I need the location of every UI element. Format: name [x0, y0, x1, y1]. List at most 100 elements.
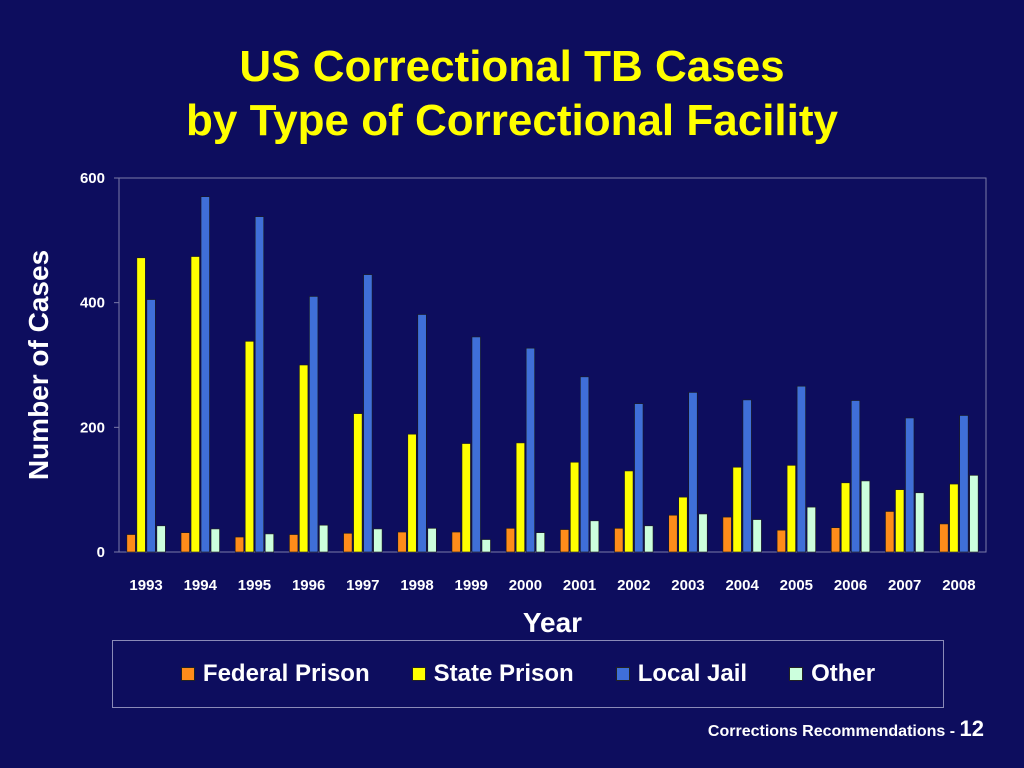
bar-state-prison-2007 [895, 489, 905, 553]
title-line-1: US Correctional TB Cases [239, 42, 785, 91]
legend-item-local-jail: Local Jail [615, 660, 747, 688]
x-tick-label: 1994 [184, 577, 218, 594]
bar-federal-prison-1996 [289, 534, 299, 553]
page-number: 12 [959, 716, 984, 741]
x-tick-label: 2000 [509, 577, 542, 594]
bar-federal-prison-2000 [505, 528, 515, 553]
x-tick-label: 2007 [888, 577, 921, 594]
bar-state-prison-1996 [299, 364, 309, 553]
bar-federal-prison-1998 [397, 531, 407, 553]
plot-area [118, 177, 987, 553]
x-tick-label: 2008 [942, 577, 975, 594]
bar-state-prison-2006 [840, 482, 851, 553]
bar-other-2004 [752, 519, 762, 553]
legend-swatch-federal-prison [180, 667, 195, 681]
y-axis-title: Number of Cases [23, 250, 54, 480]
slide-title: US Correctional TB Cases by Type of Corr… [0, 40, 1024, 148]
x-tick-label: 2006 [834, 577, 867, 594]
x-tick-label: 1997 [346, 577, 379, 594]
x-tick-label: 1999 [455, 577, 488, 594]
title-line-2: by Type of Correctional Facility [186, 96, 838, 145]
bar-federal-prison-1999 [451, 531, 461, 553]
bar-local-jail-2002 [634, 403, 644, 553]
bar-federal-prison-1995 [234, 536, 245, 553]
x-axis-title: Year [523, 607, 582, 638]
bar-local-jail-2003 [688, 392, 698, 553]
slide-footer: Corrections Recommendations - 12 [708, 716, 984, 742]
bar-local-jail-1996 [309, 296, 319, 553]
bar-local-jail-2001 [580, 376, 590, 553]
x-tick-label: 1995 [238, 577, 271, 594]
bar-local-jail-1993 [146, 299, 156, 553]
bar-local-jail-2005 [796, 385, 806, 553]
y-tick-label: 400 [80, 295, 105, 312]
bar-state-prison-1994 [190, 256, 200, 553]
bar-state-prison-2002 [624, 470, 634, 553]
bar-chart: 0 200 400 600 1993 1994 1995 1996 1997 1998 1999 20… [23, 170, 987, 638]
x-tick-label: 2003 [671, 577, 704, 594]
bar-local-jail-1995 [254, 216, 265, 553]
bar-other-2002 [644, 525, 654, 553]
bar-state-prison-2003 [678, 496, 688, 553]
bar-other-2003 [698, 513, 708, 553]
x-tick-label: 2005 [780, 577, 813, 594]
bar-state-prison-1995 [244, 341, 255, 553]
chart-legend: Federal Prison State Prison Local Jail Othe… [112, 640, 944, 708]
footer-text: Corrections Recommendations - [707, 723, 960, 740]
bar-federal-prison-2003 [668, 514, 678, 553]
bar-other-2007 [915, 492, 925, 553]
x-tick-label: 1996 [292, 577, 325, 594]
bar-state-prison-1997 [353, 413, 363, 553]
legend-label-other: Other [811, 660, 876, 687]
bar-state-prison-1999 [461, 443, 471, 553]
bar-other-2001 [590, 520, 600, 553]
bar-other-1999 [481, 539, 491, 553]
legend-label-state-prison: State Prison [433, 660, 574, 687]
x-tick-label: 2001 [563, 577, 596, 594]
y-tick-label: 0 [97, 544, 105, 561]
bar-local-jail-2008 [959, 415, 969, 553]
bar-state-prison-1993 [136, 257, 146, 553]
bar-state-prison-2000 [515, 442, 525, 553]
x-tick-label: 2004 [725, 577, 759, 594]
bar-federal-prison-1993 [126, 534, 136, 553]
bar-federal-prison-2001 [560, 529, 570, 553]
bar-local-jail-2007 [905, 417, 915, 553]
bar-federal-prison-2008 [939, 523, 949, 553]
bar-state-prison-2005 [786, 465, 796, 553]
bar-local-jail-1998 [417, 314, 427, 553]
bar-local-jail-1997 [363, 274, 373, 553]
bar-other-2000 [535, 532, 545, 553]
legend-swatch-state-prison [411, 667, 426, 681]
bar-federal-prison-1994 [180, 532, 190, 553]
bar-other-1996 [319, 524, 329, 553]
bar-federal-prison-2006 [830, 527, 841, 553]
bar-federal-prison-2004 [722, 516, 732, 553]
bar-other-2008 [969, 475, 979, 553]
bar-other-2005 [806, 506, 816, 553]
bar-other-1995 [264, 533, 275, 553]
legend-swatch-local-jail [615, 667, 630, 681]
bar-state-prison-2001 [570, 461, 580, 553]
bar-local-jail-1999 [471, 336, 481, 553]
bar-other-1994 [210, 528, 220, 553]
legend-label-federal-prison: Federal Prison [202, 660, 370, 687]
bar-other-2006 [860, 480, 871, 553]
x-tick-label: 1998 [400, 577, 433, 594]
bar-local-jail-1994 [200, 196, 210, 553]
bar-other-1993 [156, 525, 166, 553]
bar-state-prison-2004 [732, 466, 742, 553]
y-tick-label: 600 [80, 170, 105, 187]
bar-local-jail-2006 [850, 400, 861, 553]
legend-item-federal-prison: Federal Prison [180, 660, 370, 688]
bar-other-1997 [373, 528, 383, 553]
bar-federal-prison-2007 [885, 511, 895, 553]
legend-item-other: Other [789, 660, 875, 688]
bar-federal-prison-2005 [776, 529, 786, 553]
bar-state-prison-2008 [949, 483, 959, 553]
bar-federal-prison-1997 [343, 532, 353, 553]
bar-other-1998 [427, 528, 437, 553]
bar-state-prison-1998 [407, 433, 417, 553]
x-tick-label: 1993 [129, 577, 162, 594]
legend-swatch-other [789, 667, 804, 681]
